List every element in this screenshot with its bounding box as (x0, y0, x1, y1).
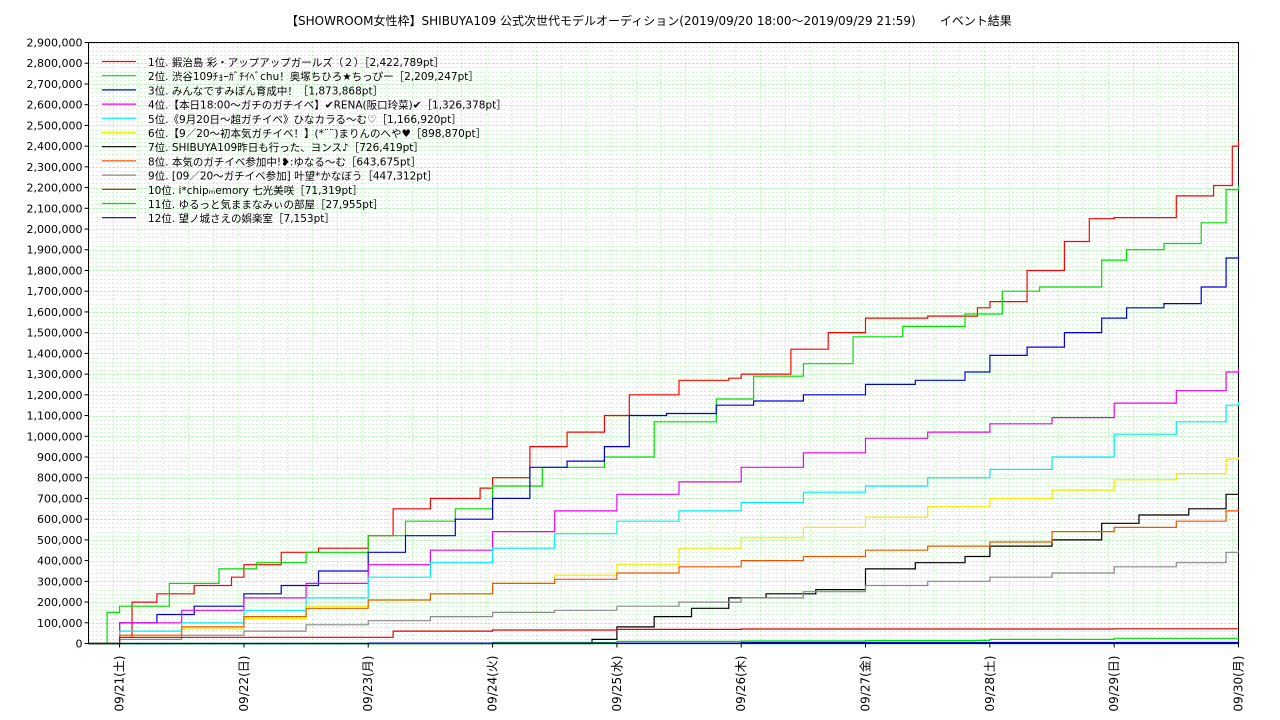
series-line (88, 401, 1240, 645)
x-axis-ticks: 09/21(土) 09/22(日) 09/23(月) 09/24(火) 09/25(水)… (113, 643, 1246, 712)
legend: 1位. 鍜治島 彩・アップアップガールズ（２）［2,422,789pt］2位. … (102, 56, 507, 225)
legend-entry: 8位. 本気のガチイベ参加中!❥:ゆなる～む［643,675pt］ (148, 155, 421, 168)
grid (88, 42, 1239, 645)
y-tick-label: 800,000 (37, 472, 83, 485)
y-tick-label: 1,000,000 (27, 430, 83, 443)
legend-entry: 1位. 鍜治島 彩・アップアップガールズ（２）［2,422,789pt］ (148, 56, 444, 69)
y-tick-label: 500,000 (37, 534, 83, 547)
y-tick-label: 2,900,000 (27, 37, 83, 50)
y-tick-label: 2,400,000 (27, 140, 83, 153)
y-tick-label: 2,500,000 (27, 119, 83, 132)
x-tick-label: 09/29(日) (1107, 656, 1121, 712)
y-tick-label: 1,600,000 (27, 306, 83, 319)
x-tick-label: 09/21(土) (113, 656, 127, 712)
series-line (88, 457, 1240, 645)
y-tick-label: 900,000 (37, 451, 83, 464)
x-tick-label: 09/24(火) (486, 656, 500, 712)
series-lines (88, 141, 1240, 645)
y-tick-label: 2,300,000 (27, 161, 83, 174)
series-line (88, 368, 1240, 645)
y-tick-label: 2,100,000 (27, 202, 83, 215)
series-line (88, 493, 1240, 645)
legend-entry: 12位. 望ノ城さえの娯楽室［7,153pt］ (148, 212, 335, 225)
legend-entry: 2位. 渋谷109ﾁｮｰｶﾞﾁｲﾍﾞchu！奥塚ちひろ★ちっぴー［2,209,2… (148, 70, 479, 83)
legend-entry: 6位.【9／20～初本気ガチイベ！】(*¨¨)まりんのへや♥［898,870pt… (148, 127, 486, 140)
chart-title: 【SHOWROOM女性枠】SHIBUYA109 公式次世代モデルオーディション(… (286, 14, 1012, 28)
series-line (88, 141, 1240, 645)
y-tick-label: 2,600,000 (27, 99, 83, 112)
y-tick-label: 100,000 (37, 617, 83, 630)
legend-entry: 7位. SHIBUYA109昨日も行った、ヨンス♪［726,419pt］ (148, 141, 424, 154)
y-tick-label: 1,500,000 (27, 327, 83, 340)
series-line (88, 185, 1240, 645)
y-tick-label: 400,000 (37, 555, 83, 568)
x-tick-label: 09/25(水) (610, 656, 624, 712)
series-line (88, 628, 1240, 645)
x-tick-label: 09/28(土) (983, 656, 997, 712)
y-tick-label: 200,000 (37, 596, 83, 609)
legend-entry: 9位. [09／20～ガチイベ参加] 叶望*かなぼう［447,312pt］ (148, 170, 438, 183)
series-line (88, 510, 1240, 645)
series-line (88, 550, 1240, 645)
y-tick-label: 300,000 (37, 575, 83, 588)
x-tick-label: 09/26(木) (734, 656, 748, 712)
legend-entry: 4位.【本日18:00～ガチのガチイベ】✔RENA(阪口玲菜)✔［1,326,3… (148, 99, 507, 112)
x-tick-label: 09/30(月) (1232, 656, 1246, 712)
y-tick-label: 1,400,000 (27, 347, 83, 360)
y-tick-label: 1,200,000 (27, 389, 83, 402)
legend-entry: 5位.《9月20日～超ガチイベ》ひなカラる～む♡［1,166,920pt］ (148, 113, 462, 126)
y-tick-label: 600,000 (37, 513, 83, 526)
y-tick-label: 0 (76, 638, 83, 651)
legend-entry: 10位. i*chipₘemory 七光美咲［71,319pt］ (148, 184, 363, 197)
legend-entry: 3位. みんなですみぽん育成中！［1,873,868pt］ (148, 84, 383, 97)
y-axis-ticks: 0 100,000 200,000 300,000 400,000 500,000 600,… (27, 37, 89, 651)
y-tick-label: 2,800,000 (27, 57, 83, 70)
y-tick-label: 2,000,000 (27, 223, 83, 236)
series-line (88, 255, 1240, 645)
y-tick-label: 2,200,000 (27, 182, 83, 195)
x-tick-label: 09/22(日) (237, 656, 251, 712)
y-tick-label: 1,100,000 (27, 410, 83, 423)
y-tick-label: 700,000 (37, 492, 83, 505)
y-tick-label: 1,900,000 (27, 244, 83, 257)
x-tick-label: 09/23(月) (361, 656, 375, 712)
legend-entry: 11位. ゆるっと気ままなみぃの部屋［27,955pt］ (148, 198, 384, 211)
y-tick-label: 2,700,000 (27, 78, 83, 91)
y-tick-label: 1,700,000 (27, 285, 83, 298)
y-tick-label: 1,800,000 (27, 264, 83, 277)
y-tick-label: 1,300,000 (27, 368, 83, 381)
x-tick-label: 09/27(金) (858, 656, 873, 712)
